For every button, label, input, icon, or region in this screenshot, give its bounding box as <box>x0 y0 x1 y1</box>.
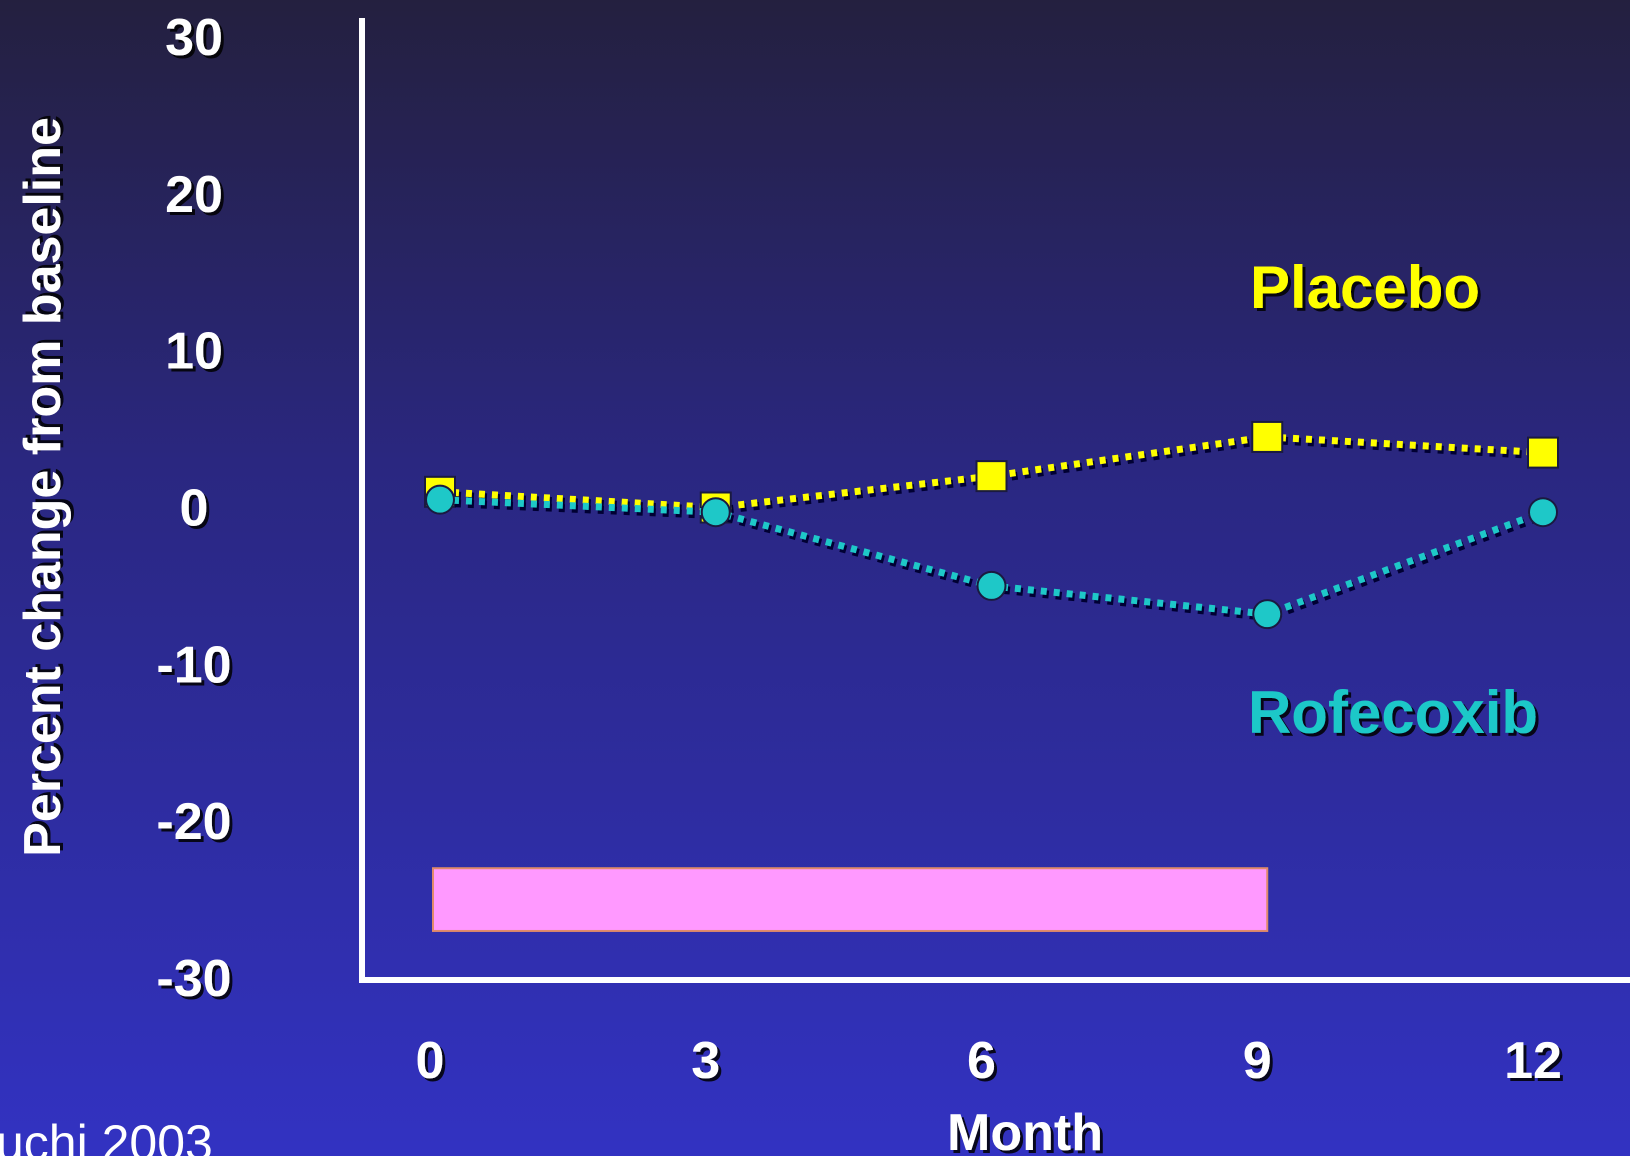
y-tick-label: 0 <box>180 480 209 538</box>
x-tick-label: 12 <box>1504 1032 1562 1090</box>
x-tick-label: 6 <box>967 1032 996 1090</box>
y-tick-label: -30 <box>156 950 231 1008</box>
data-point-rofecoxib <box>1252 599 1283 630</box>
data-point-placebo <box>975 460 1008 493</box>
x-tick-label: 3 <box>691 1032 720 1090</box>
data-point-placebo <box>1251 420 1284 453</box>
x-tick-label: 9 <box>1243 1032 1272 1090</box>
y-tick-label: 10 <box>165 323 223 381</box>
y-axis-title: Percent change from baseline <box>14 117 72 857</box>
shaded-band <box>432 867 1269 932</box>
y-tick-label: 20 <box>165 166 223 224</box>
series-line-placebo <box>439 433 1544 512</box>
x-axis-title: Month <box>947 1104 1103 1156</box>
data-point-rofecoxib <box>700 497 731 528</box>
y-tick-label: -10 <box>156 636 231 694</box>
y-tick-label: 30 <box>165 9 223 67</box>
data-point-rofecoxib <box>425 484 455 515</box>
citation: uchi 2003 <box>0 1115 213 1156</box>
series-label-placebo: Placebo <box>1250 254 1480 321</box>
data-point-placebo <box>1527 436 1559 469</box>
data-point-rofecoxib <box>1528 497 1558 528</box>
series-label-rofecoxib: Rofecoxib <box>1248 679 1538 746</box>
data-point-rofecoxib <box>976 570 1007 601</box>
y-tick-label: -20 <box>156 793 231 851</box>
x-tick-label: 0 <box>416 1032 445 1090</box>
